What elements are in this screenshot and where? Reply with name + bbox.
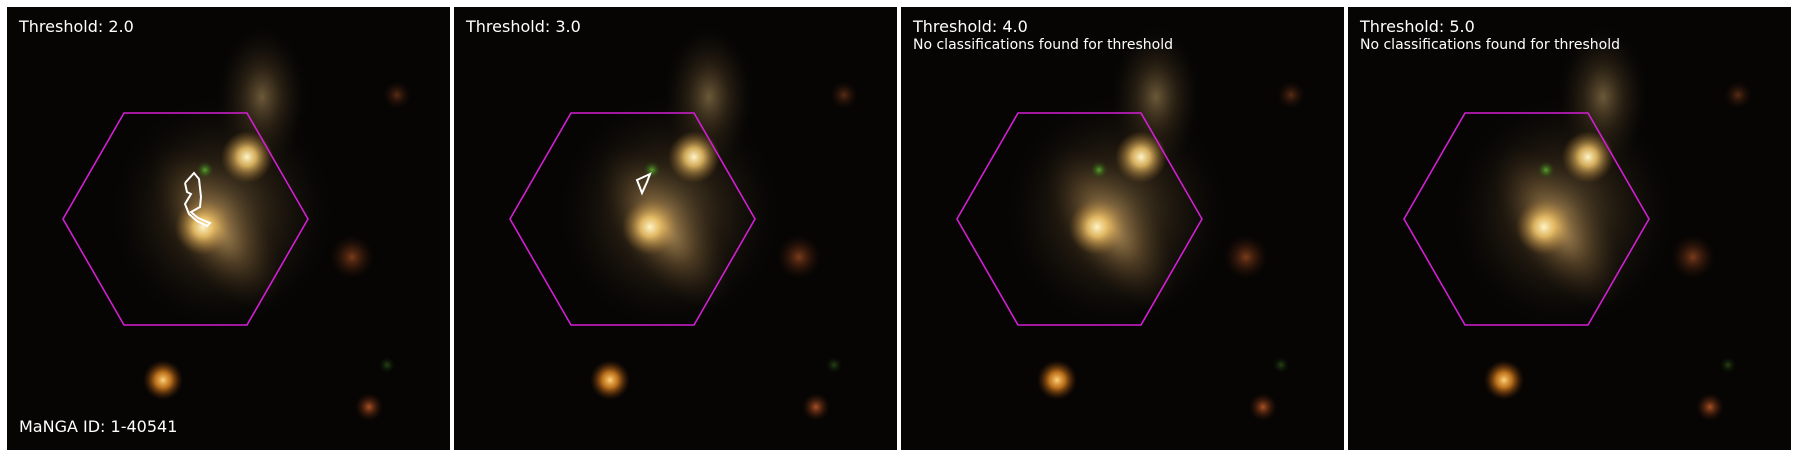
panel-note: No classifications found for threshold (1360, 37, 1620, 53)
panel-title: Threshold: 5.0 (1360, 17, 1475, 36)
panel-threshold-2: Threshold: 2.0 MaNGA ID: 1-40541 (7, 7, 450, 450)
galaxy-image (454, 7, 897, 450)
ifu-hexagon (956, 112, 1203, 326)
classification-contour (635, 172, 652, 196)
galaxy-image (7, 7, 450, 450)
ifu-hexagon (509, 112, 756, 326)
panel-title: Threshold: 2.0 (19, 17, 134, 36)
panel-threshold-5: Threshold: 5.0 No classifications found … (1348, 7, 1791, 450)
galaxy-image (1348, 7, 1791, 450)
panel-title: Threshold: 3.0 (466, 17, 581, 36)
classification-contour (183, 171, 212, 228)
manga-id-label: MaNGA ID: 1-40541 (19, 416, 178, 436)
panel-title: Threshold: 4.0 (913, 17, 1028, 36)
panel-note: No classifications found for threshold (913, 37, 1173, 53)
ifu-hexagon (1403, 112, 1650, 326)
panel-threshold-3: Threshold: 3.0 (454, 7, 897, 450)
panel-threshold-4: Threshold: 4.0 No classifications found … (901, 7, 1344, 450)
ifu-hexagon (62, 112, 309, 326)
galaxy-image (901, 7, 1344, 450)
